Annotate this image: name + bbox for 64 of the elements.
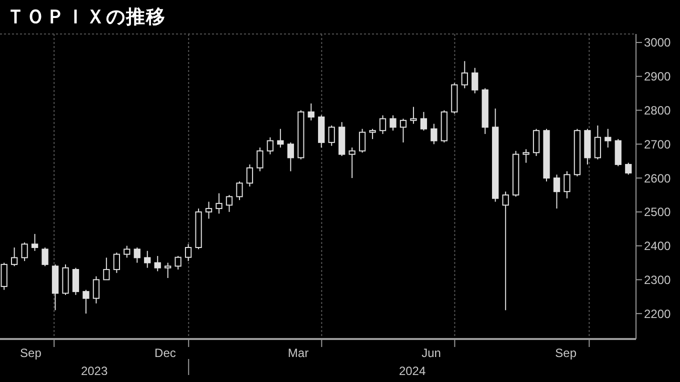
text: 2023 [80, 364, 108, 378]
candlestick [226, 194, 233, 212]
candlestick [532, 128, 540, 156]
candlestick [328, 125, 335, 146]
candlestick [390, 114, 396, 132]
candlestick [594, 125, 602, 160]
x-tick-label: Sep [20, 346, 42, 360]
candlestick [277, 128, 284, 148]
candlestick [604, 128, 612, 148]
x-tick-label: Mar [288, 346, 309, 360]
candlestick [92, 276, 100, 304]
y-tick-label: 2200 [644, 306, 672, 321]
x-tick-label: Dec [154, 346, 176, 360]
y-tick-label: 2300 [644, 272, 672, 287]
chart-title: ＴＯＰＩＸの推移 [6, 6, 166, 30]
candlestick [124, 245, 130, 258]
candlestick [216, 192, 222, 214]
candlestick [82, 289, 90, 314]
candlestick [246, 164, 254, 187]
candlestick [522, 148, 530, 164]
y-tick-label: 2500 [644, 205, 672, 220]
y-tick-label: 2700 [644, 137, 672, 152]
x-tick-label: Jun [422, 346, 441, 360]
candlestick [72, 267, 80, 296]
candlestick [103, 257, 110, 280]
candlestick [205, 201, 212, 220]
candlestick [348, 147, 356, 179]
candlestick [472, 67, 478, 94]
y-tick-label: 2800 [644, 104, 672, 118]
y-tick-label: 2900 [644, 70, 672, 84]
candlestick [31, 233, 38, 252]
candlestick [21, 242, 28, 262]
candlestick [134, 247, 140, 264]
y-tick-label: 3000 [644, 36, 672, 50]
candlestick [553, 174, 560, 210]
candlestick [164, 262, 172, 278]
candlestick [502, 191, 509, 311]
candlestick [42, 247, 48, 267]
candlestick [420, 111, 428, 132]
candlestick [564, 170, 570, 199]
candlestick [625, 162, 632, 176]
candlestick [461, 60, 468, 89]
candlestick [410, 106, 417, 124]
candlestick [614, 138, 622, 167]
candlestick [256, 147, 264, 172]
y-tick-label: 2400 [644, 239, 672, 254]
y-tick-label: 2600 [644, 171, 672, 186]
candlestick [144, 250, 151, 268]
candlestick [113, 252, 120, 274]
candlestick [308, 102, 314, 121]
text: 2024 [398, 364, 426, 378]
candlestick [358, 128, 366, 154]
x-tick-label: Sep [555, 346, 577, 360]
candlestick [379, 114, 386, 134]
candlestick [430, 123, 438, 145]
candlestick [236, 180, 243, 201]
candlestick [287, 142, 294, 172]
candlestick [11, 247, 18, 267]
candlestick [369, 128, 376, 140]
candlestick [154, 255, 161, 272]
candlestick [400, 118, 407, 143]
candlestick [184, 244, 192, 262]
candlestick [174, 255, 182, 270]
candlestick [266, 136, 274, 155]
